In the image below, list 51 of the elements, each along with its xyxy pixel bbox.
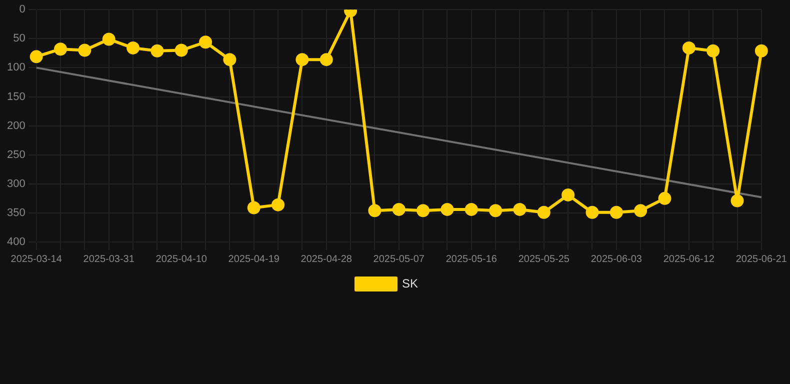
y-tick-label: 350 xyxy=(6,206,26,219)
y-tick-label: 400 xyxy=(6,236,26,248)
point xyxy=(658,192,672,205)
point xyxy=(272,198,285,212)
point xyxy=(54,42,68,56)
x-tick-label: 2025-04-28 xyxy=(300,254,352,265)
x-tick-label: 2025-04-10 xyxy=(156,254,208,265)
point xyxy=(706,44,720,58)
legend-label: SK xyxy=(402,276,418,290)
point xyxy=(174,44,188,57)
point xyxy=(562,188,575,202)
x-tick-label: 2025-06-21 xyxy=(736,254,788,265)
point xyxy=(223,53,236,66)
point xyxy=(392,202,406,216)
point xyxy=(247,201,260,214)
point xyxy=(30,50,43,64)
point xyxy=(102,32,116,46)
x-tick-label: 2025-05-25 xyxy=(518,254,570,265)
y-tick-label: 0 xyxy=(19,4,26,16)
x-tick-label: 2025-03-31 xyxy=(83,254,135,265)
point xyxy=(368,204,382,218)
point xyxy=(513,202,526,216)
x-tick-label: 2025-05-16 xyxy=(446,254,498,265)
y-tick-label: 50 xyxy=(13,32,26,45)
x-tick-label: 2025-06-12 xyxy=(663,254,715,265)
point xyxy=(730,194,744,208)
point xyxy=(537,206,550,219)
point xyxy=(682,41,696,54)
point xyxy=(610,206,623,219)
point xyxy=(586,206,599,219)
point xyxy=(416,204,430,218)
point xyxy=(754,44,768,58)
x-tick-label: 2025-04-19 xyxy=(228,254,280,265)
point xyxy=(296,53,309,66)
point xyxy=(320,53,333,66)
x-tick-label: 2025-05-07 xyxy=(373,254,425,265)
y-tick-label: 250 xyxy=(6,148,26,161)
y-tick-label: 150 xyxy=(6,90,26,103)
x-tick-label: 2025-03-14 xyxy=(10,254,62,265)
point xyxy=(634,204,648,218)
point xyxy=(489,204,502,218)
y-tick-label: 200 xyxy=(6,120,26,132)
x-tick-label: 2025-06-03 xyxy=(590,254,642,265)
point xyxy=(126,41,140,54)
y-tick-label: 300 xyxy=(6,178,26,190)
point xyxy=(464,202,478,216)
point xyxy=(440,202,454,216)
point xyxy=(199,36,212,49)
point xyxy=(150,44,164,58)
y-tick-label: 100 xyxy=(6,62,26,74)
point xyxy=(78,44,92,57)
